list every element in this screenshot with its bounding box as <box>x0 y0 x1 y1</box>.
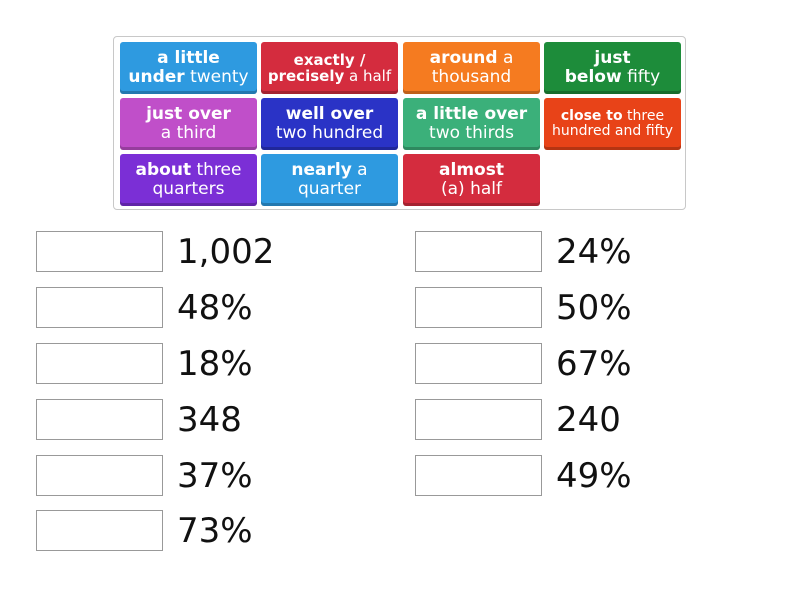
tile-text: a third <box>160 123 217 143</box>
tile-well-over-two-hundred[interactable]: well over two hundred <box>261 98 398 150</box>
tile-text: quarter <box>297 179 362 199</box>
target-value: 1,002 <box>177 231 275 272</box>
tile-close-to-three-hundred-and-fifty[interactable]: close to three hundred and fifty <box>544 98 681 150</box>
target-value: 348 <box>177 399 242 440</box>
target-row: 50% <box>415 286 632 329</box>
tile-a-little-under-twenty[interactable]: a little under twenty <box>120 42 257 94</box>
target-row: 18% <box>36 342 253 385</box>
drop-box[interactable] <box>36 510 163 551</box>
tile-text: fifty <box>621 67 661 87</box>
target-row: 73% <box>36 509 253 552</box>
tile-bold-text: almost <box>439 160 504 181</box>
tile-around-a-thousand[interactable]: around a thousand <box>403 42 540 94</box>
drop-box[interactable] <box>36 287 163 328</box>
tile-text: a half <box>344 67 392 85</box>
drop-box[interactable] <box>415 343 542 384</box>
target-row: 348 <box>36 398 242 441</box>
tile-bold-text: well over <box>285 104 374 125</box>
drop-box[interactable] <box>36 343 163 384</box>
tile-text: two hundred <box>275 123 384 143</box>
tile-about-three-quarters[interactable]: about three quarters <box>120 154 257 206</box>
target-row: 67% <box>415 342 632 385</box>
tile-text: hundred and fifty <box>552 123 673 139</box>
target-row: 49% <box>415 454 632 497</box>
target-row: 37% <box>36 454 253 497</box>
drop-box[interactable] <box>36 231 163 272</box>
tile-just-below-fifty[interactable]: just below fifty <box>544 42 681 94</box>
tile-bold-text: close to <box>560 107 623 124</box>
tile-text: two thirds <box>429 123 514 143</box>
target-value: 49% <box>556 455 632 496</box>
tile-text: quarters <box>152 179 225 199</box>
tile-text: thousand <box>431 67 512 87</box>
target-value: 50% <box>556 287 632 328</box>
target-row: 240 <box>415 398 621 441</box>
target-value: 48% <box>177 287 253 328</box>
tile-text: three <box>622 107 665 124</box>
tile-text: a <box>351 160 368 181</box>
tile-bold-text: exactly / <box>293 50 366 69</box>
drop-box[interactable] <box>415 287 542 328</box>
drop-box[interactable] <box>36 399 163 440</box>
tile-just-over-a-third[interactable]: just over a third <box>120 98 257 150</box>
target-value: 24% <box>556 231 632 272</box>
drop-box[interactable] <box>415 455 542 496</box>
tile-text: a <box>497 48 514 69</box>
target-row: 24% <box>415 230 632 273</box>
target-row: 48% <box>36 286 253 329</box>
tile-bold-text: around <box>429 48 498 69</box>
target-value: 37% <box>177 455 253 496</box>
tile-almost-a-half[interactable]: almost (a) half <box>403 154 540 206</box>
drop-box[interactable] <box>415 231 542 272</box>
tile-bold-text: a little <box>157 48 220 69</box>
tile-exactly-precisely-a-half[interactable]: exactly / precisely a half <box>261 42 398 94</box>
tile-text: (a) half <box>441 179 502 199</box>
answer-tile-bank: a little under twenty exactly / precisel… <box>113 36 686 210</box>
target-value: 240 <box>556 399 621 440</box>
tile-bold-text: just over <box>146 104 231 125</box>
tile-bold-text: just <box>594 48 631 69</box>
tile-bold-text: nearly <box>291 160 352 181</box>
tile-bold-text: precisely <box>267 67 345 85</box>
tile-text: twenty <box>184 67 249 87</box>
target-value: 67% <box>556 343 632 384</box>
target-value: 18% <box>177 343 253 384</box>
target-value: 73% <box>177 510 253 551</box>
tile-bold-text: below <box>564 67 622 87</box>
tile-a-little-over-two-thirds[interactable]: a little over two thirds <box>403 98 540 150</box>
target-row: 1,002 <box>36 230 274 273</box>
drop-box[interactable] <box>415 399 542 440</box>
drop-box[interactable] <box>36 455 163 496</box>
tile-bold-text: about <box>135 160 192 181</box>
tile-bold-text: under <box>128 67 185 87</box>
tile-nearly-a-quarter[interactable]: nearly a quarter <box>261 154 398 206</box>
tile-text: three <box>191 160 242 181</box>
tile-bold-text: a little over <box>415 104 528 125</box>
